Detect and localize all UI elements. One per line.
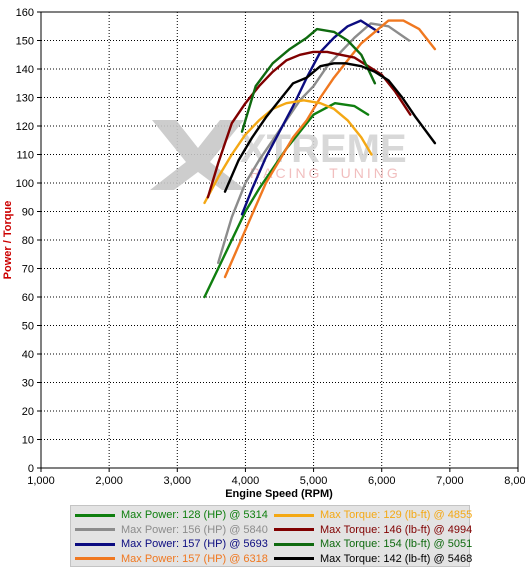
legend-swatch [274,542,314,546]
x-tick-label: 5,000 [300,475,328,487]
legend-label: Max Power: 157 (HP) @ 6318 [121,552,268,565]
y-tick-label: 0 [28,463,34,475]
legend-swatch [274,528,314,531]
y-tick-label: 150 [16,36,34,48]
y-tick-label: 130 [16,93,34,105]
axis-ticks: 1,000 2,000 3,000 4,000 5,000 6,000 7,000 8,00 0… [16,7,525,487]
x-tick-label: 7,000 [436,475,464,487]
x-tick-label: 2,000 [95,475,123,487]
legend-entry: Max Torque: 129 (lb-ft) @ 4855 [274,508,472,522]
legend-label: Max Power: 128 (HP) @ 5314 [121,509,268,521]
legend-entry: Max Power: 157 (HP) @ 6318 [75,552,268,566]
y-tick-label: 160 [16,7,34,19]
y-tick-label: 20 [22,406,34,418]
y-tick-label: 30 [22,378,34,390]
y-tick-label: 50 [22,321,34,333]
x-tick-label: 8,000 [504,475,525,487]
x-axis-title: Engine Speed (RPM) [225,488,333,500]
series-layer [203,19,437,299]
legend: Max Power: 128 (HP) @ 5314 Max Power: 156… [70,505,472,567]
legend-entry: Max Power: 157 (HP) @ 5693 [75,537,268,551]
legend-entry: Max Torque: 154 (lb-ft) @ 5051 [274,537,472,551]
y-tick-label: 80 [22,235,34,247]
plot-area [40,11,519,469]
y-tick-label: 60 [22,292,34,304]
x-tick-label: 4,000 [232,475,260,487]
y-tick-label: 120 [16,121,34,133]
series-line-5 [203,99,373,205]
series-line-6 [206,50,412,199]
series-line-8 [223,62,437,193]
legend-entry: Max Torque: 142 (lb-ft) @ 5468 [274,552,472,566]
dyno-chart: XTREME RACING TUNING 1,000 2,000 3,000 4,00… [2,7,525,500]
legend-swatch [75,528,115,531]
legend-label: Max Torque: 142 (lb-ft) @ 5468 [320,552,473,565]
y-tick-label: 110 [16,150,34,162]
legend-swatch [274,557,314,560]
legend-entry: Max Power: 156 (HP) @ 5840 [75,523,268,537]
y-tick-label: 10 [22,435,34,447]
y-axis-title: Power / Torque [2,201,14,280]
x-tick-label: 6,000 [368,475,396,487]
legend-label: Max Power: 156 (HP) @ 5840 [121,523,268,536]
legend-swatch [274,513,314,517]
legend-entry: Max Torque: 146 (lb-ft) @ 4994 [274,523,472,537]
legend-swatch [75,542,115,546]
y-tick-label: 140 [16,64,34,76]
legend-label: Max Torque: 154 (lb-ft) @ 5051 [320,538,473,550]
watermark-sub-text: RACING TUNING [250,165,401,181]
y-tick-label: 40 [22,349,34,361]
legend-label: Max Torque: 129 (lb-ft) @ 4855 [320,509,473,521]
series-line-4 [223,19,437,279]
grid [41,12,518,468]
legend-entry: Max Power: 128 (HP) @ 5314 [75,508,268,522]
x-tick-label: 3,000 [164,475,192,487]
series-line-7 [240,27,377,133]
legend-swatch [75,513,115,517]
legend-swatch [75,557,115,560]
y-tick-label: 100 [16,178,34,190]
y-tick-label: 70 [22,264,34,276]
legend-label: Max Power: 157 (HP) @ 5693 [121,538,268,550]
x-tick-label: 1,000 [27,475,55,487]
legend-label: Max Torque: 146 (lb-ft) @ 4994 [320,523,473,536]
y-tick-label: 90 [22,207,34,219]
